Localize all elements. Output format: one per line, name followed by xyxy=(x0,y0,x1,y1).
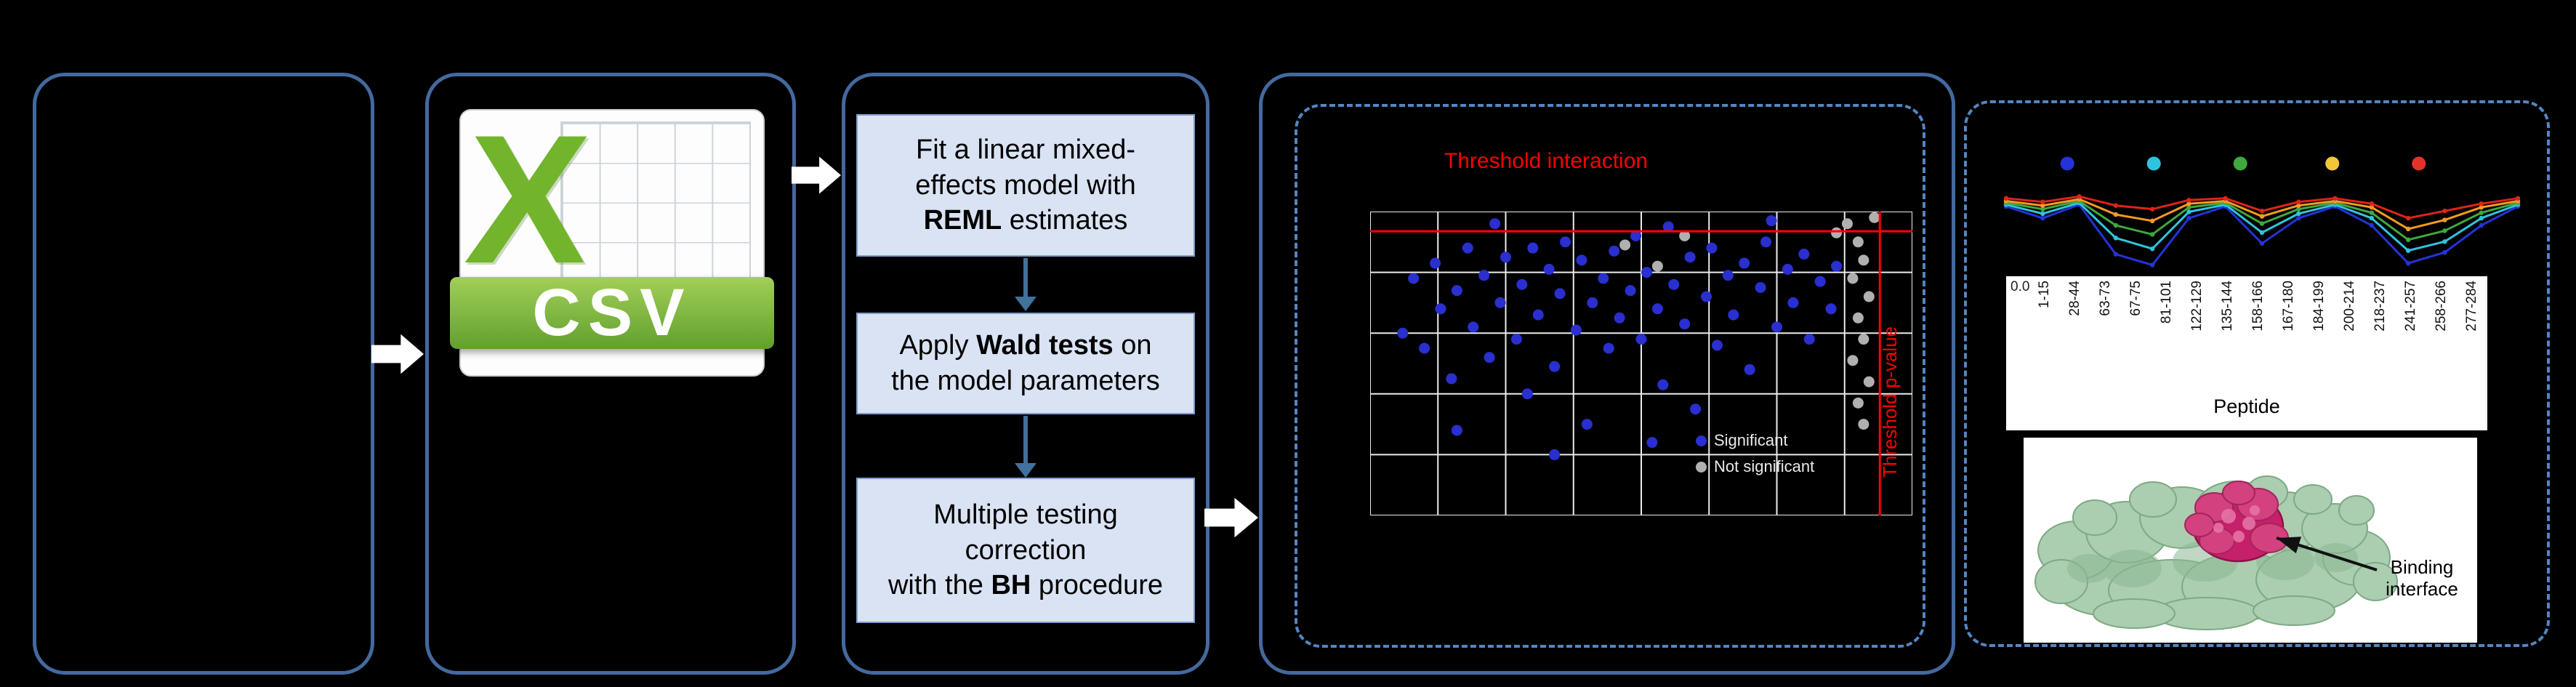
peptide-axis-title: Peptide xyxy=(2213,395,2280,417)
peptide-tick-label: 67-75 xyxy=(2128,281,2144,316)
dashed-box-scatter: Threshold interaction Threshold p-value … xyxy=(1295,104,1925,648)
panel-output-scatter: Threshold interaction Threshold p-value … xyxy=(1259,73,1955,675)
peptide-tick-labels: 1-15 28-44 63-73 67-75 81-101 122-129 135-144 1… xyxy=(2037,281,2480,390)
peptide-tick-label: 258-266 xyxy=(2434,281,2449,332)
down-arrow-2-icon xyxy=(1015,416,1037,478)
csv-file-icon: X CSV xyxy=(450,97,774,377)
points-significant xyxy=(1397,215,1843,460)
protein-structure-panel: Binding interface xyxy=(2024,438,2477,643)
binding-interface-region xyxy=(2184,481,2289,563)
peptide-tick-label: 63-73 xyxy=(2098,281,2113,316)
binding-interface-arrow-icon xyxy=(2276,537,2378,571)
peptide-tick-label: 122-129 xyxy=(2189,281,2205,332)
peptide-tick-label: 184-199 xyxy=(2311,281,2327,332)
peptide-tick-label: 81-101 xyxy=(2159,281,2174,324)
timepoint-dot-icon xyxy=(2060,156,2074,171)
peptide-tick-label: 28-44 xyxy=(2067,281,2082,316)
csv-banner: CSV xyxy=(450,275,774,350)
legend-dot-icon xyxy=(1696,435,1707,446)
peptide-tick-label: 167-180 xyxy=(2281,281,2296,332)
y-axis-tick-label: 0.0 xyxy=(2011,279,2030,294)
peptide-axis-panel: 0.0 1-15 28-44 63-73 67-75 81-101 122-129 135-… xyxy=(2006,276,2487,430)
scatter-legend-item: Not significant xyxy=(1696,457,1814,476)
threshold-pvalue-label: Threshold p-value xyxy=(1879,326,1901,478)
legend-label: Not significant xyxy=(1714,457,1815,475)
panel-input xyxy=(33,73,374,675)
timepoint-dot-icon xyxy=(2146,156,2161,171)
scatter-legend-item: Significant xyxy=(1696,431,1814,450)
step-fit-model-text: Fit a linear mixed- effects model with R… xyxy=(915,134,1136,236)
peptide-tick-label: 241-257 xyxy=(2403,281,2418,332)
step-wald-tests-box: Apply Wald tests on the model parameters xyxy=(856,313,1195,414)
flow-arrow-2-icon xyxy=(792,156,841,194)
timepoint-dot-icon xyxy=(2233,156,2247,171)
step-wald-tests-text: Apply Wald tests on the model parameters xyxy=(891,330,1160,396)
volcano-scatter-plot xyxy=(1370,212,1912,515)
flow-arrow-1-icon xyxy=(371,334,424,374)
peptide-tick-label: 200-214 xyxy=(2342,281,2357,332)
binding-interface-caption: Binding interface xyxy=(2386,556,2458,600)
peptide-tick-label: 1-15 xyxy=(2037,281,2052,309)
legend-dot-icon xyxy=(1696,461,1707,473)
grid-lines xyxy=(1370,212,1912,515)
threshold-interaction-label: Threshold interaction xyxy=(1444,149,1649,173)
csv-banner-label: CSV xyxy=(532,275,692,350)
peptide-tick-label: 277-284 xyxy=(2464,281,2479,332)
dashed-box-results: 0.0 1-15 28-44 63-73 67-75 81-101 122-129 135-… xyxy=(1964,100,2550,647)
timepoint-dot-icon xyxy=(2325,156,2340,171)
excel-x-logo: X xyxy=(461,97,595,302)
protein-structure-image xyxy=(2034,475,2398,630)
peptide-tick-label: 158-166 xyxy=(2250,281,2266,332)
points-not-significant xyxy=(1619,212,1880,430)
step-bh-correction-text: Multiple testing correction with the BH … xyxy=(887,499,1164,601)
scatter-legend: Significant Not significant xyxy=(1696,431,1814,476)
legend-label: Significant xyxy=(1714,431,1788,449)
csv-page: X CSV xyxy=(450,97,774,377)
spreadsheet-grid-icon xyxy=(560,121,752,283)
peptide-tick-label: 218-237 xyxy=(2372,281,2388,332)
deuterium-uptake-line-chart xyxy=(2003,156,2521,268)
timepoint-dot-icon xyxy=(2412,156,2426,171)
flow-arrow-3-icon xyxy=(1204,497,1258,538)
panel-csv-file: X CSV xyxy=(425,73,796,675)
step-bh-correction-box: Multiple testing correction with the BH … xyxy=(856,478,1195,623)
panel-statistics: Fit a linear mixed- effects model with R… xyxy=(842,73,1209,675)
step-fit-model-box: Fit a linear mixed- effects model with R… xyxy=(856,114,1195,257)
down-arrow-1-icon xyxy=(1015,258,1037,311)
peptide-tick-label: 135-144 xyxy=(2220,281,2235,332)
